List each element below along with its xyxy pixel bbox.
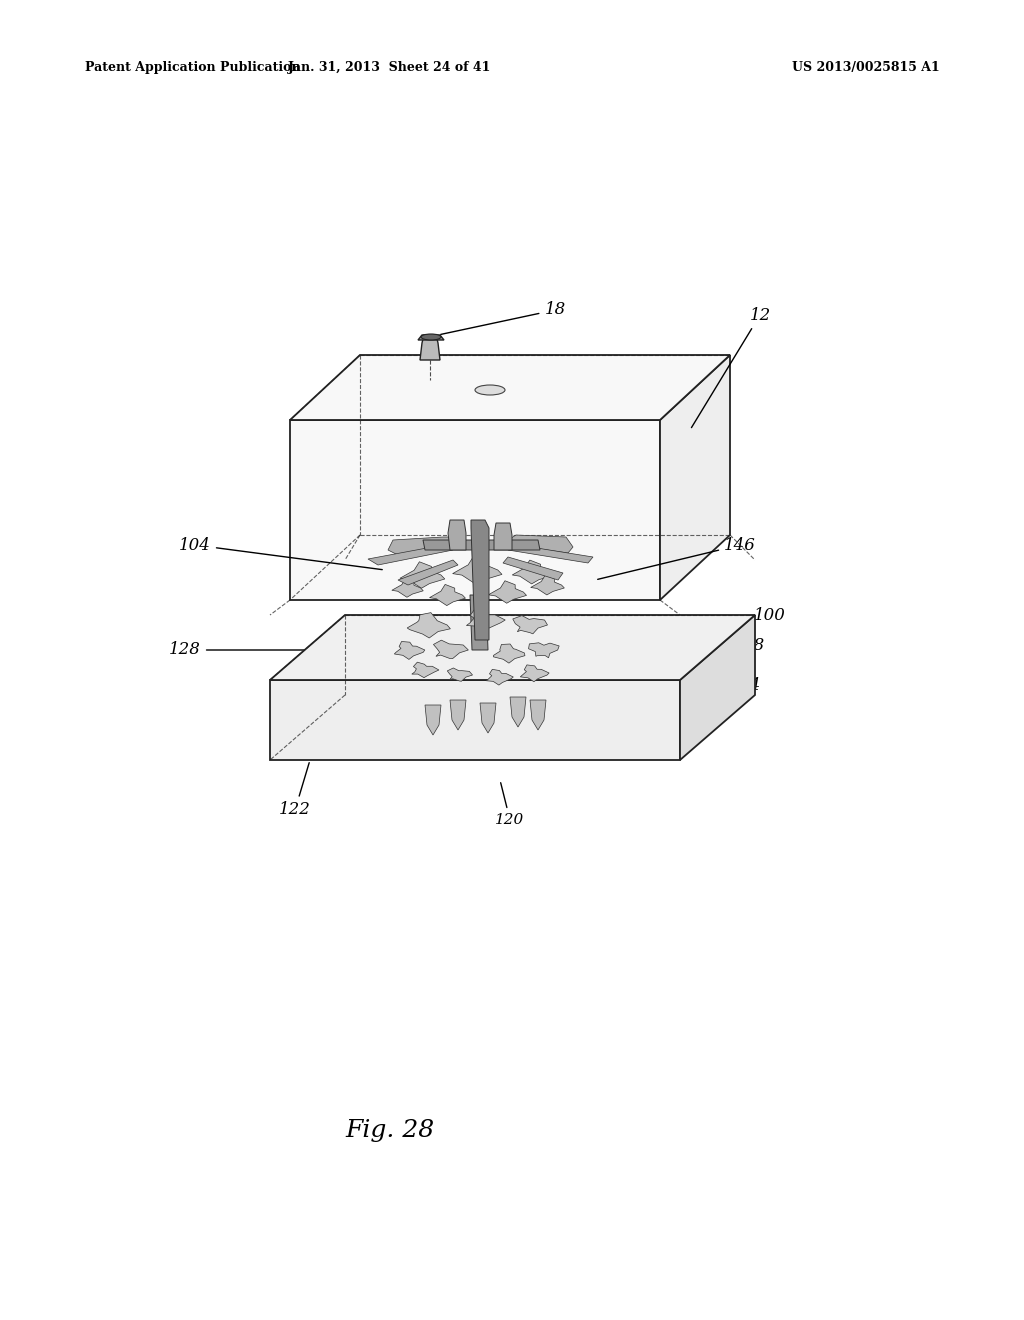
Text: US 2013/0025815 A1: US 2013/0025815 A1	[793, 62, 940, 74]
Text: 104: 104	[179, 536, 382, 570]
Polygon shape	[290, 420, 660, 601]
Polygon shape	[530, 700, 546, 730]
Text: 100: 100	[612, 606, 786, 624]
Polygon shape	[420, 335, 440, 360]
Polygon shape	[450, 700, 466, 730]
Polygon shape	[270, 680, 680, 760]
Polygon shape	[398, 560, 458, 585]
Polygon shape	[408, 612, 451, 638]
Text: 12: 12	[691, 306, 771, 428]
Polygon shape	[423, 540, 540, 550]
Polygon shape	[270, 615, 755, 680]
Polygon shape	[470, 595, 488, 649]
Polygon shape	[530, 576, 564, 595]
Polygon shape	[433, 640, 468, 659]
Polygon shape	[480, 704, 496, 733]
Polygon shape	[290, 355, 730, 420]
Text: 146: 146	[598, 536, 756, 579]
Polygon shape	[418, 335, 444, 341]
Polygon shape	[425, 705, 441, 735]
Polygon shape	[520, 665, 549, 681]
Polygon shape	[453, 556, 502, 585]
Polygon shape	[488, 581, 526, 603]
Text: 78: 78	[623, 636, 766, 653]
Polygon shape	[449, 520, 466, 550]
Polygon shape	[512, 560, 553, 583]
Text: 18: 18	[440, 301, 565, 334]
Polygon shape	[503, 557, 563, 579]
Polygon shape	[660, 355, 730, 601]
Polygon shape	[510, 697, 526, 727]
Ellipse shape	[475, 385, 505, 395]
Polygon shape	[447, 668, 472, 681]
Polygon shape	[528, 643, 559, 657]
Text: Fig. 28: Fig. 28	[345, 1118, 434, 1142]
Polygon shape	[513, 615, 548, 634]
Ellipse shape	[421, 334, 441, 341]
Polygon shape	[466, 609, 505, 631]
Polygon shape	[392, 578, 423, 597]
Polygon shape	[388, 537, 453, 554]
Polygon shape	[494, 523, 512, 550]
Text: 14: 14	[678, 661, 761, 693]
Polygon shape	[494, 644, 525, 663]
Polygon shape	[680, 615, 755, 760]
Text: 122: 122	[280, 763, 311, 818]
Polygon shape	[412, 663, 439, 677]
Text: 120: 120	[496, 783, 524, 828]
Text: 128: 128	[169, 642, 328, 659]
Polygon shape	[368, 545, 453, 565]
Text: Jan. 31, 2013  Sheet 24 of 41: Jan. 31, 2013 Sheet 24 of 41	[289, 62, 492, 74]
Polygon shape	[508, 535, 573, 553]
Text: Patent Application Publication: Patent Application Publication	[85, 62, 300, 74]
Polygon shape	[508, 545, 593, 564]
Polygon shape	[400, 562, 444, 589]
Polygon shape	[429, 585, 466, 606]
Polygon shape	[471, 520, 489, 640]
Text: 16: 16	[673, 648, 756, 676]
Polygon shape	[394, 642, 425, 660]
Polygon shape	[486, 669, 513, 685]
